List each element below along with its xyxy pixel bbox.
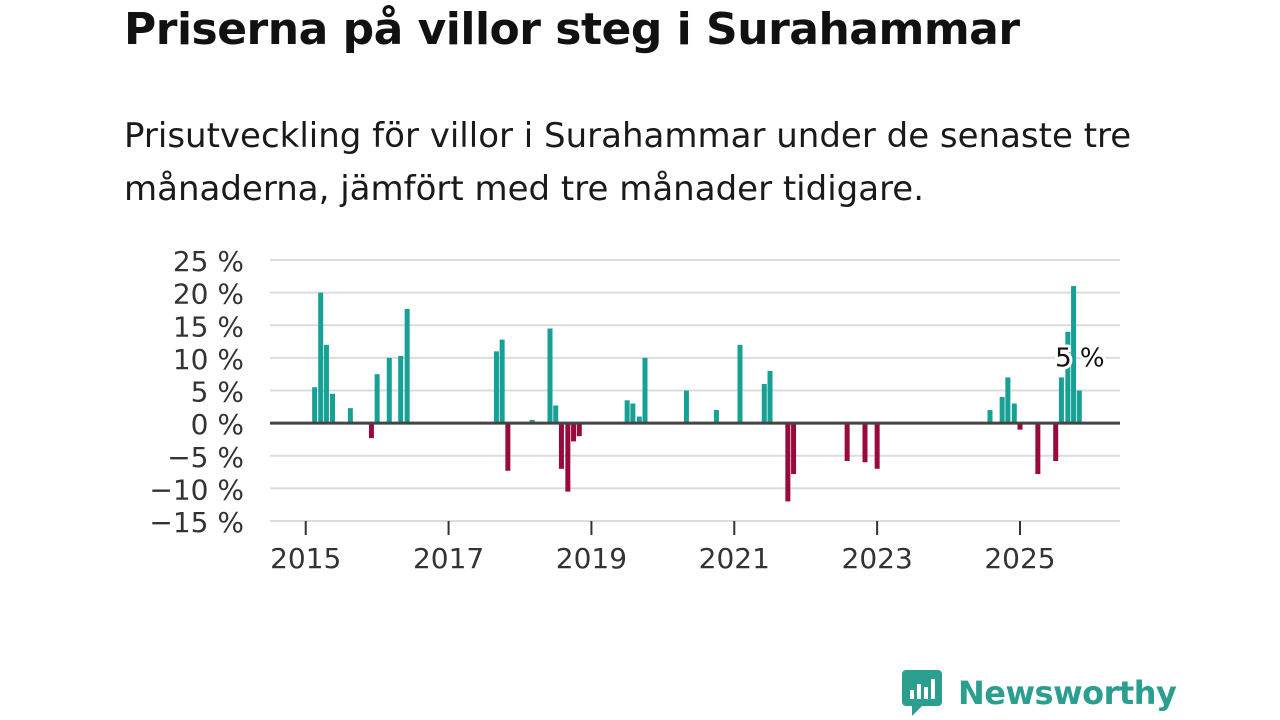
grid-lines: [270, 259, 1120, 522]
bar: [1035, 423, 1041, 475]
bar: [1065, 331, 1071, 424]
bars: [312, 286, 1082, 502]
x-tick-label: 2017: [413, 542, 484, 575]
x-tick-label: 2025: [984, 542, 1055, 575]
x-tick-label: 2019: [556, 542, 627, 575]
bar: [642, 357, 648, 424]
bar: [1053, 423, 1059, 461]
y-tick-label: −10 %: [149, 473, 244, 506]
bar: [862, 423, 868, 463]
bar: [571, 423, 577, 442]
bar: [683, 390, 689, 424]
bar: [1011, 403, 1017, 424]
chart-title: Priserna på villor steg i Surahammar: [124, 4, 1020, 55]
bar: [785, 423, 791, 502]
bar: [347, 408, 353, 424]
bar: [1076, 390, 1082, 424]
bar: [576, 423, 582, 437]
bar: [844, 423, 850, 461]
y-tick-label: 20 %: [173, 278, 244, 311]
x-axis: 2015 2017 2019 2021 2023 2025: [270, 521, 1056, 575]
bar: [624, 400, 630, 424]
y-tick-label: 5 %: [191, 376, 244, 409]
chart-bubble-icon: [902, 670, 942, 716]
bar: [636, 416, 642, 424]
annotation: 5 %: [1052, 341, 1108, 377]
y-tick-label: −15 %: [149, 506, 244, 539]
bar: [761, 383, 767, 424]
bar: [565, 423, 571, 492]
bar: [374, 374, 380, 424]
bar: [547, 328, 553, 424]
bar: [553, 405, 559, 424]
x-tick-label: 2015: [270, 542, 341, 575]
bar: [323, 344, 329, 424]
bar: [558, 423, 564, 469]
chart-subtitle: Prisutveckling för villor i Surahammar u…: [124, 116, 1132, 209]
x-tick-label: 2023: [842, 542, 913, 575]
bar: [1058, 377, 1064, 424]
bar: [505, 423, 511, 471]
newsworthy-logo: Newsworthy: [902, 670, 1177, 716]
bar: [398, 355, 404, 424]
bar: [767, 370, 773, 424]
y-tick-labels: 25 %20 %15 %10 %5 %0 %−5 %−10 %−15 %: [149, 245, 244, 539]
bar: [386, 357, 392, 424]
bar: [874, 423, 880, 469]
bar: [999, 397, 1005, 424]
bar: [1005, 377, 1011, 424]
bar: [368, 423, 374, 439]
y-tick-label: −5 %: [167, 441, 244, 474]
bar: [987, 410, 993, 424]
logo-text: Newsworthy: [958, 674, 1177, 712]
bar: [404, 308, 410, 424]
bar: [791, 423, 797, 475]
y-tick-label: 0 %: [191, 408, 244, 441]
bar: [713, 410, 719, 424]
bar: [493, 351, 499, 424]
x-tick-label: 2021: [699, 542, 770, 575]
bar: [630, 403, 636, 424]
bar: [529, 419, 535, 424]
y-tick-label: 10 %: [173, 343, 244, 376]
annotation-label: 5 %: [1055, 344, 1105, 374]
bar: [318, 292, 324, 424]
bar: [499, 339, 505, 424]
y-tick-label: 15 %: [173, 310, 244, 343]
y-tick-label: 25 %: [173, 245, 244, 278]
bar: [1071, 286, 1077, 424]
bar: [737, 344, 743, 424]
bar: [330, 393, 335, 424]
bar: [1017, 423, 1023, 430]
bar: [312, 387, 318, 424]
